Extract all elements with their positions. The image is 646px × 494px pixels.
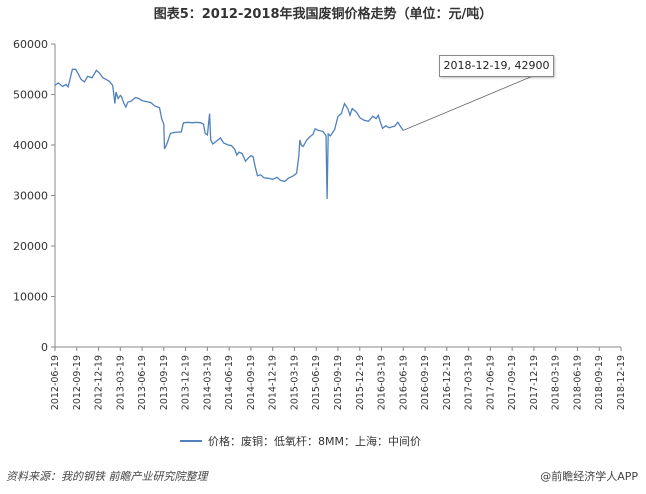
chart-title: 图表5：2012-2018年我国废铜价格走势（单位：元/吨）	[153, 7, 493, 22]
x-tick-label: 2016-06-19	[398, 355, 409, 410]
x-tick-label: 2014-06-19	[224, 355, 235, 410]
x-tick-label: 2015-09-19	[333, 355, 344, 410]
x-tick-label: 2012-06-19	[50, 355, 61, 410]
x-tick-label: 2017-06-19	[485, 355, 496, 410]
x-tick-label: 2016-12-19	[442, 355, 453, 410]
legend-label: 价格：废铜：低氧杆：8MM：上海：中间价	[208, 435, 421, 448]
y-tick-label: 10000	[13, 291, 48, 304]
x-tick-label: 2018-09-19	[594, 355, 605, 410]
y-tick-label: 40000	[13, 139, 48, 152]
x-tick-label: 2017-09-19	[507, 355, 518, 410]
x-tick-label: 2014-09-19	[246, 355, 257, 410]
series-line	[54, 68, 404, 200]
x-tick-label: 2013-06-19	[137, 355, 148, 410]
y-tick-label: 50000	[13, 89, 48, 102]
legend: 价格：废铜：低氧杆：8MM：上海：中间价	[180, 433, 421, 449]
legend-swatch	[180, 440, 202, 442]
x-tick-label: 2012-12-19	[94, 355, 105, 410]
callout-leader	[403, 67, 553, 131]
x-tick-label: 2014-12-19	[268, 355, 279, 410]
x-tick-label: 2016-09-19	[420, 355, 431, 410]
y-axis: 0 10000 20000 30000 40000 50000 60000	[13, 38, 621, 354]
source-note: 资料来源：我的钢铁 前瞻产业研究院整理	[6, 470, 208, 483]
x-tick-label: 2018-06-19	[572, 355, 583, 410]
x-tick-label: 2018-12-19	[616, 355, 627, 410]
x-tick-label: 2013-03-19	[115, 355, 126, 410]
x-tick-label: 2015-12-19	[355, 355, 366, 410]
y-tick-label: 30000	[13, 190, 48, 203]
y-tick-label: 0	[41, 341, 48, 354]
data-callout: 2018-12-19, 42900	[439, 55, 554, 77]
x-tick-label: 2014-03-19	[202, 355, 213, 410]
x-tick-label: 2013-12-19	[181, 355, 192, 410]
x-axis: 2012-06-19 2012-09-19 2012-12-19 2013-03-19…	[50, 347, 627, 410]
x-tick-label: 2015-03-19	[289, 355, 300, 410]
x-tick-label: 2012-09-19	[72, 355, 83, 410]
x-tick-label: 2017-12-19	[529, 355, 540, 410]
brand-credit: @前瞻经济学人APP	[540, 470, 638, 483]
x-tick-label: 2016-03-19	[377, 355, 388, 410]
x-tick-label: 2013-09-19	[159, 355, 170, 410]
x-tick-label: 2015-06-19	[311, 355, 322, 410]
x-tick-label: 2017-03-19	[464, 355, 475, 410]
x-tick-label: 2018-03-19	[551, 355, 562, 410]
y-tick-label: 60000	[13, 38, 48, 51]
y-tick-label: 20000	[13, 240, 48, 253]
